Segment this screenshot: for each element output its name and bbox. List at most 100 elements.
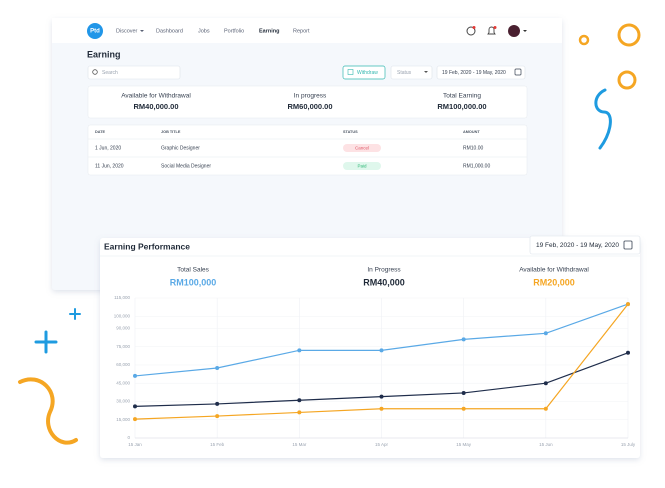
- logo-text: Ptd: [90, 29, 100, 35]
- y-tick-label: 15,000: [116, 417, 130, 422]
- data-point: [626, 302, 630, 307]
- summary-value: RM100,000: [170, 277, 217, 287]
- summary-label: Available for Withdrawal: [121, 93, 191, 100]
- data-point: [215, 366, 220, 370]
- data-point: [543, 331, 548, 336]
- legend-label: Available for Withdrawal: [519, 267, 589, 274]
- summary-value: RM20,000: [533, 277, 575, 287]
- data-point: [215, 414, 220, 419]
- date-range: 19 Feb, 2020 - 19 May, 2020: [536, 242, 619, 249]
- badge: [472, 26, 476, 29]
- data-point: [133, 417, 137, 422]
- data-point: [461, 390, 466, 395]
- nav-item[interactable]: Earning: [259, 28, 279, 34]
- data-point: [379, 348, 384, 353]
- withdraw-icon: [347, 69, 354, 75]
- date-picker[interactable]: [529, 235, 641, 255]
- withdraw-button[interactable]: [342, 65, 386, 80]
- caret: [523, 30, 527, 32]
- search-box[interactable]: [87, 65, 181, 80]
- bell-icon[interactable]: [487, 26, 496, 35]
- legend-label: In Progress: [367, 267, 401, 274]
- data-point: [297, 398, 302, 403]
- nav-item[interactable]: Discover: [116, 28, 138, 34]
- cell: Social Media Designer: [161, 163, 211, 169]
- cell: 1 Jun, 2020: [95, 145, 121, 151]
- x-tick-label: 15 Jun: [539, 442, 553, 447]
- status-text: Paid: [357, 163, 367, 168]
- table-header: STATUS: [343, 130, 358, 134]
- data-point: [215, 401, 220, 406]
- x-tick-label: 15 Feb: [210, 442, 225, 447]
- status-pill: [343, 144, 381, 152]
- y-tick-label: 75,000: [116, 344, 130, 349]
- data-point: [379, 406, 384, 411]
- legend-label: Total Sales: [177, 267, 210, 274]
- navbar: [52, 18, 562, 43]
- status-pill: [343, 162, 381, 170]
- logo: [87, 23, 103, 39]
- summary-value: RM60,000.00: [287, 102, 332, 111]
- deco-circle: [617, 70, 637, 90]
- data-point: [543, 381, 548, 386]
- search-icon: [92, 69, 98, 75]
- date-picker[interactable]: [436, 65, 526, 80]
- table-header: DATE: [95, 130, 106, 134]
- y-tick-label: 45,000: [116, 380, 130, 385]
- x-tick-label: 15 Apr: [375, 442, 389, 447]
- badge: [493, 26, 497, 29]
- avatar[interactable]: [508, 25, 520, 37]
- x-tick-label: 15 May: [456, 442, 472, 447]
- page-title: Earning: [87, 49, 121, 59]
- y-tick-label: 60,000: [116, 362, 130, 367]
- summary-value: RM40,000.00: [133, 102, 178, 111]
- data-point: [297, 410, 302, 415]
- x-tick-label: 15 July: [621, 442, 636, 447]
- deco-squiggle: [594, 88, 612, 150]
- table-header: JOB TITLE: [161, 130, 181, 134]
- data-point: [461, 406, 466, 411]
- x-tick-label: 15 Jan: [128, 442, 142, 447]
- deco-plus: [69, 308, 81, 320]
- data-point: [461, 337, 466, 342]
- y-tick-label: 100,000: [114, 313, 131, 318]
- status-dropdown[interactable]: [390, 65, 433, 80]
- deco-circle: [578, 34, 590, 46]
- data-point: [133, 373, 137, 378]
- table-header: AMOUNT: [463, 130, 480, 134]
- nav-item[interactable]: Dashboard: [156, 28, 183, 34]
- earning-window: Ptd Discover Dashboard Jobs Portfolio Ea…: [52, 18, 562, 290]
- deco-squiggle: [18, 377, 78, 445]
- cell: Graphic Designer: [161, 145, 200, 151]
- nav-item[interactable]: Jobs: [198, 28, 210, 34]
- caret: [140, 30, 144, 32]
- table: [87, 124, 528, 176]
- status-label: Status: [397, 70, 412, 76]
- y-tick-label: 0: [127, 435, 130, 440]
- search-placeholder: Search: [102, 70, 118, 76]
- cell: 11 Jun, 2020: [95, 163, 124, 169]
- cell: RM1,000.00: [463, 163, 490, 169]
- data-point: [379, 394, 384, 399]
- caret: [424, 71, 428, 73]
- y-tick-label: 30,000: [116, 399, 130, 404]
- x-tick-label: 15 Mar: [292, 442, 307, 447]
- nav-item[interactable]: Report: [293, 28, 310, 34]
- data-point: [297, 348, 302, 353]
- calendar-icon: [623, 240, 633, 250]
- chat-icon[interactable]: [466, 26, 476, 36]
- data-point: [543, 406, 548, 411]
- chart-title: Earning Performance: [104, 241, 190, 251]
- summary-label: In progress: [294, 93, 327, 100]
- summary-value: RM40,000: [363, 277, 405, 287]
- nav-item[interactable]: Portfolio: [224, 28, 244, 34]
- withdraw-label: Withdraw: [357, 70, 378, 76]
- deco-plus: [34, 330, 58, 354]
- y-tick-label: 115,000: [114, 295, 130, 300]
- status-text: Cancel: [355, 145, 369, 150]
- cell: RM10.00: [463, 145, 484, 151]
- data-point: [133, 404, 137, 409]
- summary-card: [87, 85, 528, 119]
- summary-label: Total Earning: [443, 93, 481, 100]
